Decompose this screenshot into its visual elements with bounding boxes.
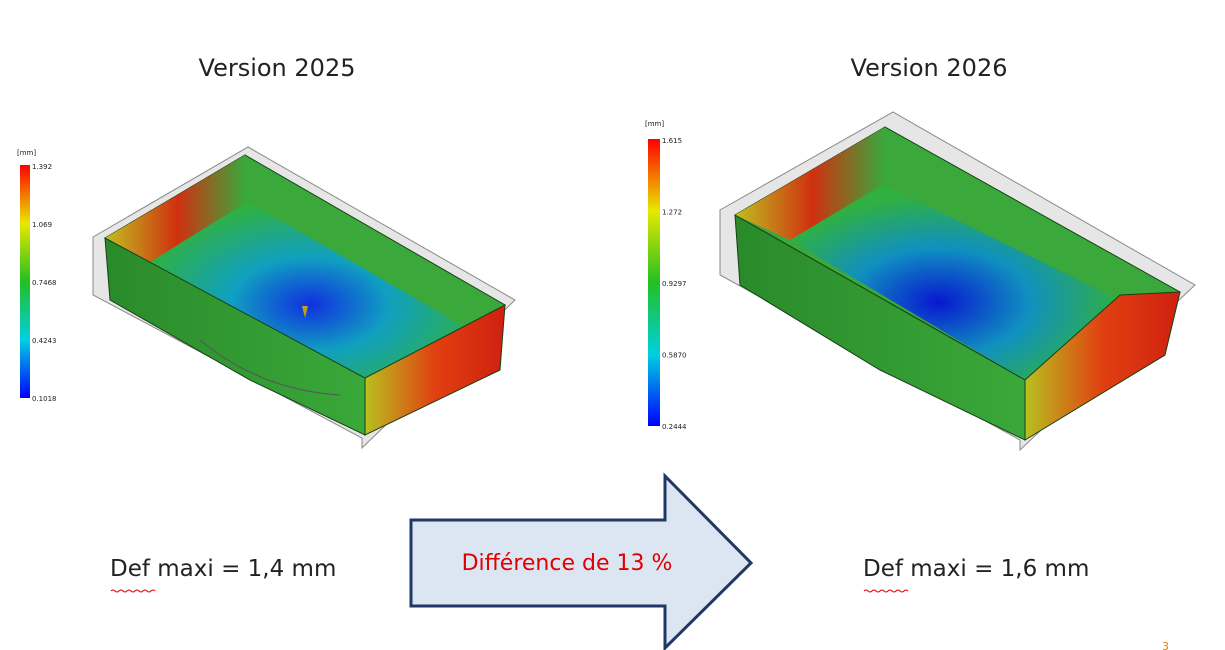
legend-tick-label: 1.069 (32, 221, 52, 229)
legend-tick-label: 0.5870 (662, 352, 687, 360)
legend-tick-label: 0.2444 (662, 423, 687, 431)
legend-tick-label: 0.4243 (32, 337, 57, 345)
legend-tick-label: 0.9297 (662, 280, 687, 288)
legend-tick-label: 0.7468 (32, 279, 57, 287)
spell-underline (110, 589, 156, 593)
legend-tick-label: 1.272 (662, 209, 682, 217)
result-right (719, 111, 1196, 452)
caption: Def maxi = 1,6 mm (863, 556, 1089, 582)
title: Version 2026 (851, 54, 1008, 82)
legend-ticks: 1.615 1.272 0.9297 0.5870 0.2444 (662, 137, 687, 431)
legend-tick-label: 1.392 (32, 163, 52, 171)
legend-tick-label: 1.615 (662, 137, 682, 145)
arrow (409, 472, 754, 650)
page-number: 3 (1162, 640, 1169, 650)
spell-underline (863, 589, 909, 593)
title: Version 2025 (199, 54, 356, 82)
color-scale (20, 165, 30, 398)
legend-unit: [mm] (17, 149, 36, 157)
color-scale (648, 139, 660, 426)
legend-unit: [mm] (645, 120, 664, 128)
caption: Def maxi = 1,4 mm (110, 556, 336, 582)
legend-tick-label: 0.1018 (32, 395, 57, 403)
legend-ticks: 1.392 1.069 0.7468 0.4243 0.1018 (32, 163, 57, 403)
result-left (92, 146, 516, 450)
arrow-text: Différence de 13 % (462, 551, 673, 576)
